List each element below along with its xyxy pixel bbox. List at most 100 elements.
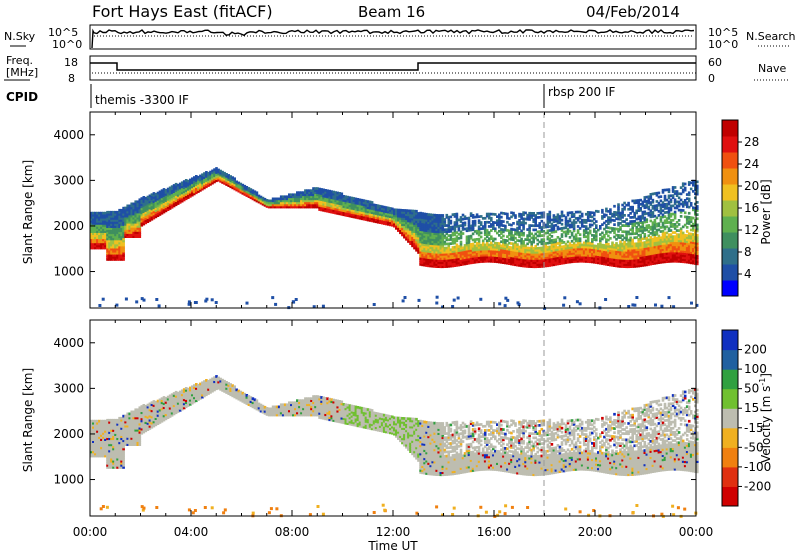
colorbar-tick-label: 24 [744, 157, 759, 171]
heatmap-cell [472, 233, 475, 236]
heatmap-cell [631, 303, 634, 306]
freq-trace [90, 63, 696, 70]
colorbar-tick-label: 12 [744, 223, 759, 237]
cpid-segment-1: themis -3300 IF [95, 93, 189, 107]
heatmap-cell [579, 233, 582, 236]
heatmap-cell [692, 217, 695, 220]
heatmap-cell [605, 214, 608, 217]
heatmap-cell [682, 209, 685, 212]
heatmap-cell [690, 302, 693, 305]
sky-tick-bottom: 10^0 [52, 38, 82, 51]
heatmap-cell [516, 243, 519, 246]
heatmap-cell [682, 232, 685, 235]
freq-panel-frame [90, 56, 696, 80]
colorbar-tick-label: 8 [744, 245, 752, 259]
colorbar-tick-label: 16 [744, 201, 759, 215]
heatmap-cell [404, 296, 407, 299]
heatmap-cell [158, 304, 161, 307]
heatmap-cell [555, 230, 558, 233]
heatmap-cell [613, 223, 616, 226]
heatmap-cell [435, 302, 438, 305]
heatmap-cell [639, 234, 642, 237]
heatmap-cell [468, 217, 471, 220]
heatmap-cell [480, 232, 483, 235]
colorbar-swatch [722, 136, 738, 153]
nave-tick-bottom: 0 [708, 72, 715, 85]
beam-label: Beam 16 [358, 3, 425, 21]
heatmap-cell [686, 226, 689, 229]
power-heatmap-cells [90, 167, 699, 310]
heatmap-cell [115, 304, 118, 307]
heatmap-cell [563, 296, 566, 299]
heatmap-cell [688, 191, 691, 194]
heatmap-cell [474, 220, 477, 223]
heatmap-cell [613, 205, 616, 208]
colorbar-swatch [722, 216, 738, 233]
heatmap-cell [561, 223, 564, 226]
heatmap-cell [98, 304, 101, 307]
heatmap-cell [668, 296, 671, 299]
colorbar-swatch [722, 280, 738, 297]
heatmap-cell [514, 237, 517, 240]
nsky-panel-frame [90, 25, 696, 49]
heatmap-cell [453, 299, 456, 302]
heatmap-cell [674, 211, 677, 214]
heatmap-cell [256, 191, 259, 194]
heatmap-cell [684, 187, 687, 190]
heatmap-cell [450, 216, 453, 219]
y-tick-label: 4000 [53, 128, 84, 142]
heatmap-cell [688, 212, 691, 215]
heatmap-cell [688, 198, 691, 201]
heatmap-cell [561, 233, 564, 236]
heatmap-cell [102, 298, 105, 301]
heatmap-cell [322, 305, 325, 308]
heatmap-cell [514, 214, 517, 217]
heatmap-cell [625, 218, 628, 221]
heatmap-cell [504, 297, 507, 300]
colorbar-swatch [722, 120, 738, 137]
heatmap-cell [274, 303, 277, 306]
colorbar-swatch [722, 200, 738, 217]
heatmap-cell [480, 236, 483, 239]
heatmap-cell [211, 298, 214, 301]
freq-tick-bottom: 8 [68, 72, 75, 85]
heatmap-cell [479, 298, 482, 301]
heatmap-cell [581, 213, 584, 216]
heatmap-cell [555, 238, 558, 241]
heatmap-cell [506, 213, 509, 216]
heatmap-cell [684, 183, 687, 186]
colorbar-swatch [722, 248, 738, 265]
heatmap-cell [604, 298, 607, 301]
nsky-trace [92, 30, 694, 48]
heatmap-cell [292, 301, 295, 304]
heatmap-cell [506, 221, 509, 224]
heatmap-cell [371, 201, 374, 204]
heatmap-cell [668, 188, 671, 191]
heatmap-cell [490, 217, 493, 220]
heatmap-cell [674, 186, 677, 189]
heatmap-cell [648, 206, 651, 209]
heatmap-cell [141, 297, 144, 300]
heatmap-cell [504, 304, 507, 307]
y-tick-label: 3000 [53, 173, 84, 187]
velocity-heatmap-cells [90, 375, 699, 518]
heatmap-cell [589, 230, 592, 233]
heatmap-cell [341, 193, 344, 196]
heatmap-cell [205, 298, 208, 301]
heatmap-cell [595, 220, 598, 223]
colorbar-swatch [722, 168, 738, 185]
heatmap-cell [644, 233, 647, 236]
heatmap-cell [565, 216, 568, 219]
heatmap-cell [524, 222, 527, 225]
heatmap-cell [627, 202, 630, 205]
heatmap-cell [680, 215, 683, 218]
heatmap-cell [678, 223, 681, 226]
heatmap-cell [450, 220, 453, 223]
heatmap-cell [646, 218, 649, 221]
heatmap-cell [680, 199, 683, 202]
colorbar-tick-label: 20 [744, 179, 759, 193]
heatmap-cell [188, 300, 191, 303]
heatmap-cell [233, 177, 236, 180]
nave-tick-top: 60 [708, 56, 722, 69]
heatmap-cell [601, 232, 604, 235]
